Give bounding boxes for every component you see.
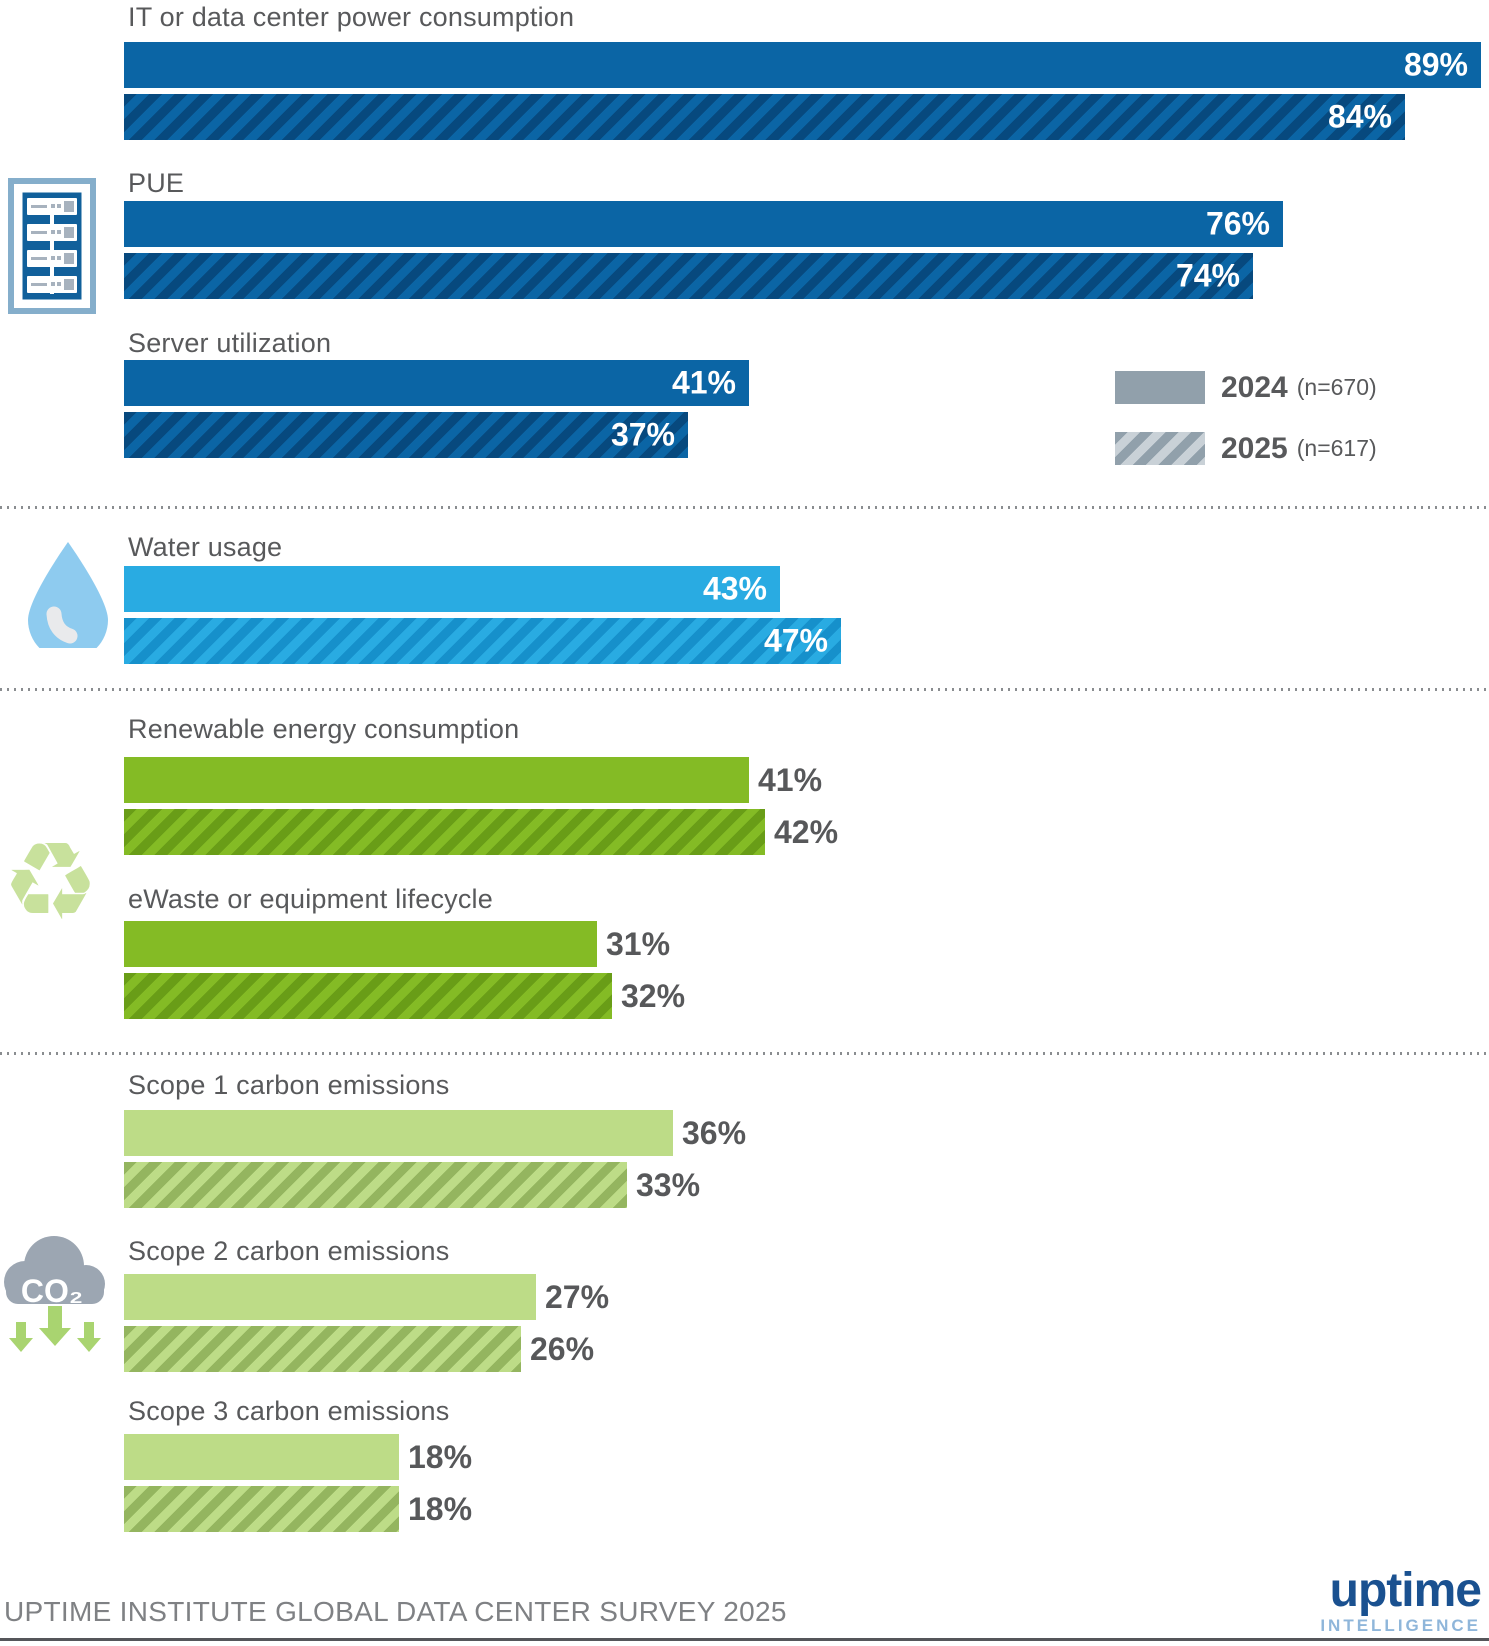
- water-drop-icon: [28, 542, 108, 648]
- uptime-intelligence-logo: uptime INTELLIGENCE: [1320, 1564, 1482, 1636]
- legend-n-2024: (n=670): [1296, 374, 1377, 400]
- bar-row-scope3-2024: 18%: [124, 1434, 472, 1480]
- value-label: 32%: [621, 977, 686, 1014]
- legend-n-2025: (n=617): [1296, 435, 1377, 461]
- legend-row-2024: 2024 (n=670): [1115, 371, 1377, 404]
- group-label-water-usage: Water usage: [128, 532, 283, 562]
- value-label: 41%: [758, 761, 823, 798]
- group-label-ewaste: eWaste or equipment lifecycle: [128, 884, 493, 914]
- bar-row-renewable-2024: 41%: [124, 757, 822, 803]
- bar-ewaste-2025: [124, 973, 612, 1019]
- bar-row-ewaste-2025: 32%: [124, 973, 685, 1019]
- bar-it-power-2025: 84%: [124, 94, 1405, 140]
- section-divider: [0, 1052, 1489, 1055]
- recycle-icon: ♻: [2, 821, 99, 942]
- section-divider: [0, 688, 1489, 691]
- bar-scope1-2025: [124, 1162, 627, 1208]
- bar-water-2024: 43%: [124, 566, 780, 612]
- value-label: 26%: [530, 1330, 595, 1367]
- group-label-scope2: Scope 2 carbon emissions: [128, 1236, 450, 1266]
- bar-row-scope2-2024: 27%: [124, 1274, 609, 1320]
- bar-pue-2025: 74%: [124, 253, 1253, 299]
- bar-row-pue-2024: 76%: [124, 201, 1283, 247]
- value-label: 76%: [1205, 205, 1270, 242]
- bar-row-scope1-2025: 33%: [124, 1162, 700, 1208]
- bar-ewaste-2024: [124, 921, 597, 967]
- bar-it-power-2024: 89%: [124, 42, 1481, 88]
- bar-row-ewaste-2024: 31%: [124, 921, 670, 967]
- bar-scope2-2024: [124, 1274, 536, 1320]
- value-label: 74%: [1175, 257, 1240, 294]
- bar-row-water-2024: 43%: [124, 566, 780, 612]
- value-label: 31%: [606, 925, 671, 962]
- bar-scope1-2024: [124, 1110, 673, 1156]
- value-label: 42%: [774, 813, 839, 850]
- bottom-rule: [0, 1638, 1489, 1641]
- legend-year-2024: 2024: [1221, 370, 1288, 404]
- logo-wordmark: uptime: [1329, 1564, 1482, 1617]
- group-label-pue: PUE: [128, 168, 185, 198]
- group-label-it-power: IT or data center power consumption: [128, 2, 575, 32]
- bar-row-scope2-2025: 26%: [124, 1326, 594, 1372]
- value-label: 18%: [408, 1438, 473, 1475]
- server-rack-icon: [8, 178, 96, 314]
- group-label-renewable: Renewable energy consumption: [128, 714, 520, 744]
- legend-swatch-2024: [1115, 371, 1205, 404]
- bar-scope3-2024: [124, 1434, 399, 1480]
- value-label: 27%: [545, 1278, 610, 1315]
- bar-row-scope1-2024: 36%: [124, 1110, 746, 1156]
- bar-row-server-2025: 37%: [124, 412, 688, 458]
- footer-source-text: UPTIME INSTITUTE GLOBAL DATA CENTER SURV…: [4, 1596, 787, 1627]
- value-label: 84%: [1327, 98, 1392, 135]
- bar-row-pue-2025: 74%: [124, 253, 1253, 299]
- bar-water-2025: 47%: [124, 618, 841, 664]
- value-label: 37%: [610, 416, 675, 453]
- value-label: 33%: [636, 1166, 701, 1203]
- section-divider: [0, 506, 1489, 509]
- group-label-scope3: Scope 3 carbon emissions: [128, 1396, 450, 1426]
- logo-subtitle: INTELLIGENCE: [1320, 1616, 1481, 1635]
- group-label-scope1: Scope 1 carbon emissions: [128, 1070, 450, 1100]
- bar-pue-2024: 76%: [124, 201, 1283, 247]
- bar-server-2024: 41%: [124, 360, 749, 406]
- legend: 2024 (n=670) 2025 (n=617): [1115, 371, 1377, 493]
- value-label: 18%: [408, 1490, 473, 1527]
- bar-renewable-2024: [124, 757, 749, 803]
- bar-row-it-power-2024: 89%: [124, 42, 1481, 88]
- svg-text:CO₂: CO₂: [21, 1273, 83, 1309]
- legend-row-2025: 2025 (n=617): [1115, 432, 1377, 465]
- value-label: 43%: [702, 570, 767, 607]
- value-label: 47%: [763, 622, 828, 659]
- co2-cloud-icon: CO₂: [4, 1236, 105, 1352]
- bar-row-it-power-2025: 84%: [124, 94, 1405, 140]
- bar-row-server-2024: 41%: [124, 360, 749, 406]
- group-label-server-utilization: Server utilization: [128, 328, 332, 358]
- bar-scope3-2025: [124, 1486, 399, 1532]
- legend-year-2025: 2025: [1221, 431, 1288, 465]
- bar-server-2025: 37%: [124, 412, 688, 458]
- value-label: 89%: [1403, 46, 1468, 83]
- bar-scope2-2025: [124, 1326, 521, 1372]
- bar-row-scope3-2025: 18%: [124, 1486, 472, 1532]
- value-label: 36%: [682, 1114, 747, 1151]
- bar-renewable-2025: [124, 809, 765, 855]
- legend-swatch-2025: [1115, 432, 1205, 465]
- bar-row-renewable-2025: 42%: [124, 809, 838, 855]
- value-label: 41%: [671, 364, 736, 401]
- bar-row-water-2025: 47%: [124, 618, 841, 664]
